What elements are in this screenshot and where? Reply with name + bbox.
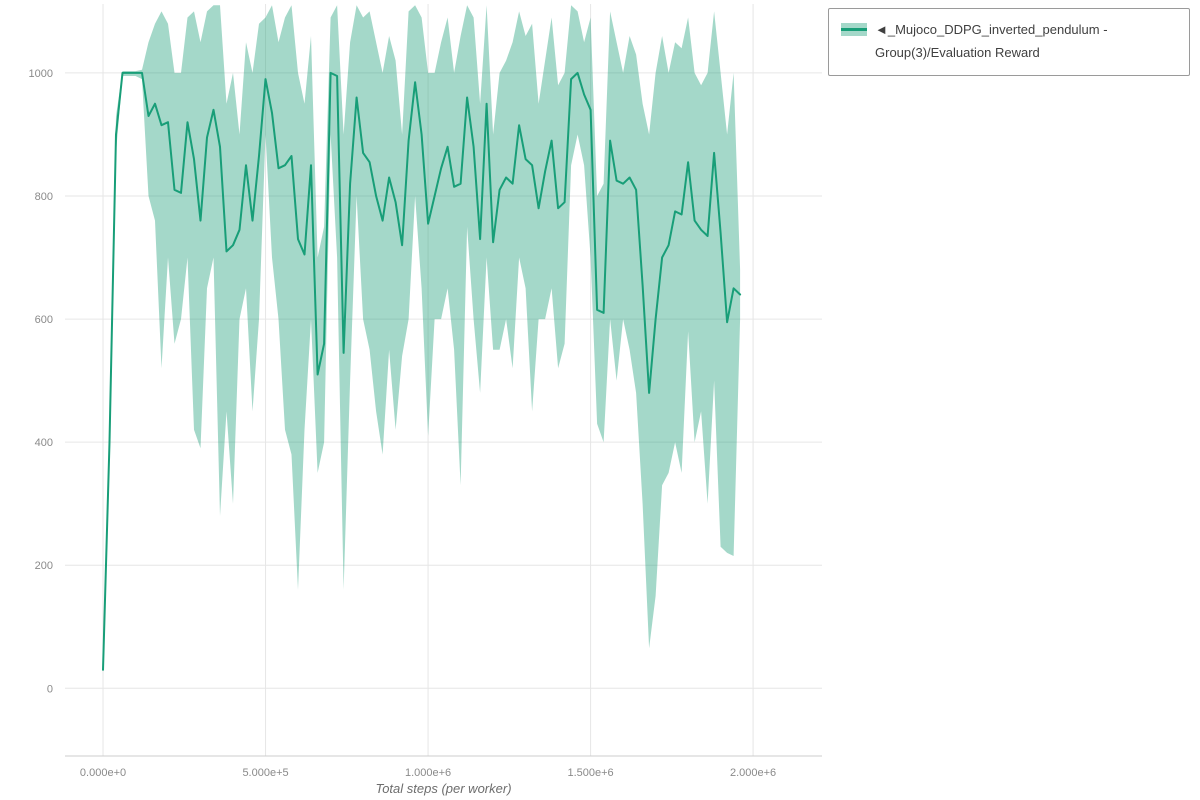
svg-text:5.000e+5: 5.000e+5 — [242, 767, 288, 779]
x-axis-title: Total steps (per worker) — [375, 781, 512, 796]
svg-text:800: 800 — [35, 191, 53, 203]
svg-text:2.000e+6: 2.000e+6 — [730, 767, 776, 779]
legend-item[interactable]: ◄_Mujoco_DDPG_inverted_pendulum - Group(… — [841, 19, 1177, 65]
svg-text:600: 600 — [35, 314, 53, 326]
svg-text:1000: 1000 — [29, 68, 53, 80]
legend: ◄_Mujoco_DDPG_inverted_pendulum - Group(… — [828, 8, 1190, 76]
svg-text:1.000e+6: 1.000e+6 — [405, 767, 451, 779]
svg-text:0.000e+0: 0.000e+0 — [80, 767, 126, 779]
legend-swatch-icon — [841, 23, 867, 36]
svg-text:0: 0 — [47, 683, 53, 695]
svg-text:1.500e+6: 1.500e+6 — [567, 767, 613, 779]
svg-text:200: 200 — [35, 560, 53, 572]
legend-label: ◄_Mujoco_DDPG_inverted_pendulum - Group(… — [875, 22, 1108, 60]
svg-text:400: 400 — [35, 437, 53, 449]
